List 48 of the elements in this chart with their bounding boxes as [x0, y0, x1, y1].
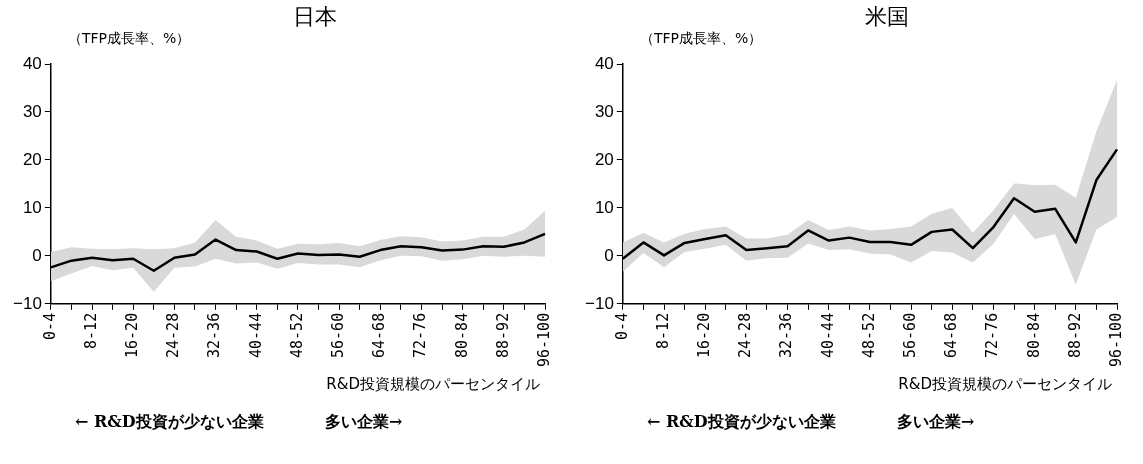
y-axis-title: （TFP成長率、%） [640, 30, 763, 48]
x-tick-label: 72-76 [411, 312, 430, 358]
x-tick-label: 96-100 [534, 312, 553, 367]
x-tick-label: 88-92 [1065, 312, 1084, 358]
y-tick-label: 0 [604, 245, 614, 265]
chart-title: 日本 [293, 4, 337, 29]
x-axis-title: R&D投資規模のパーセンタイル [898, 375, 1112, 394]
x-tick-label: 40-44 [246, 312, 265, 358]
x-tick-label: 0-4 [612, 312, 631, 340]
y-tick-label: 40 [22, 53, 42, 73]
x-tick-label: 48-52 [287, 312, 306, 358]
x-tick-label: 80-84 [452, 312, 471, 358]
x-tick-label: 8-12 [653, 312, 672, 349]
text: 多い企業→ [325, 412, 403, 433]
x-tick-label: 64-68 [942, 312, 961, 358]
x-tick-label: 0-4 [40, 312, 59, 340]
y-tick-label: −10 [12, 293, 42, 313]
text: ← R&D投資が少ない企業 [647, 412, 836, 433]
y-tick-label: 40 [594, 53, 614, 73]
y-tick-label: −10 [584, 293, 614, 313]
y-tick-label: 30 [22, 101, 42, 121]
x-tick-label: 16-20 [695, 312, 714, 358]
x-tick-label: 16-20 [123, 312, 142, 358]
x-tick-label: 8-12 [81, 312, 100, 349]
x-tick-label: 56-60 [328, 312, 347, 358]
x-axis-title: R&D投資規模のパーセンタイル [326, 375, 540, 394]
y-tick-label: 10 [22, 197, 42, 217]
x-tick-label: 40-44 [818, 312, 837, 358]
x-tick-label: 56-60 [900, 312, 919, 358]
y-tick-label: 10 [594, 197, 614, 217]
x-tick-label: 88-92 [493, 312, 512, 358]
chart-title: 米国 [865, 4, 909, 29]
y-tick-label: 30 [594, 101, 614, 121]
x-tick-label: 24-28 [736, 312, 755, 358]
x-tick-label: 64-68 [370, 312, 389, 358]
y-tick-label: 20 [594, 149, 614, 169]
x-tick-label: 32-36 [777, 312, 796, 358]
x-tick-label: 80-84 [1024, 312, 1043, 358]
x-tick-label: 48-52 [859, 312, 878, 358]
x-tick-label: 32-36 [205, 312, 224, 358]
x-tick-label: 72-76 [983, 312, 1002, 358]
y-tick-label: 20 [22, 149, 42, 169]
x-tick-label: 24-28 [164, 312, 183, 358]
y-tick-label: 0 [32, 245, 42, 265]
text: 多い企業→ [897, 412, 975, 433]
y-axis-title: （TFP成長率、%） [68, 30, 191, 48]
x-tick-label: 96-100 [1106, 312, 1125, 367]
text: ← R&D投資が少ない企業 [75, 412, 264, 433]
